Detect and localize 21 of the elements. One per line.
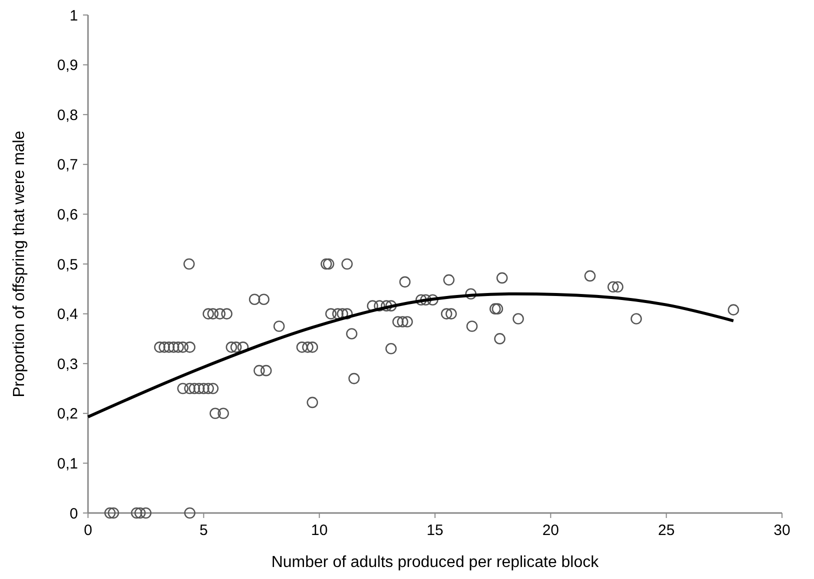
line-series (86, 292, 735, 418)
y-tick-label: 0,2 (57, 406, 78, 423)
x-tick-label: 25 (658, 522, 675, 539)
y-tick-label: 1 (70, 7, 78, 24)
y-tick-label: 0,6 (57, 206, 78, 224)
x-tick-label: 0 (84, 522, 92, 539)
x-tick-label: 10 (310, 522, 328, 539)
x-tick-label: 30 (774, 522, 790, 539)
y-tick-label: 0,7 (57, 156, 78, 174)
x-tick-label: 5 (199, 522, 208, 539)
y-tick-label: 0,8 (57, 106, 78, 124)
x-tick-label: 20 (542, 522, 560, 539)
y-tick-label: 0 (70, 505, 78, 522)
y-tick-label: 0,9 (57, 57, 78, 74)
x-axis-title: Number of adults produced per replicate block (271, 554, 600, 571)
x-tick-label: 15 (426, 522, 444, 539)
y-tick-label: 0,1 (57, 455, 78, 472)
y-tick-label: 0,3 (57, 356, 78, 373)
y-tick-label: 0,5 (57, 256, 78, 274)
y-tick-label: 0,4 (57, 306, 78, 324)
y-axis-title: Proportion of offspring that were male (11, 130, 28, 398)
